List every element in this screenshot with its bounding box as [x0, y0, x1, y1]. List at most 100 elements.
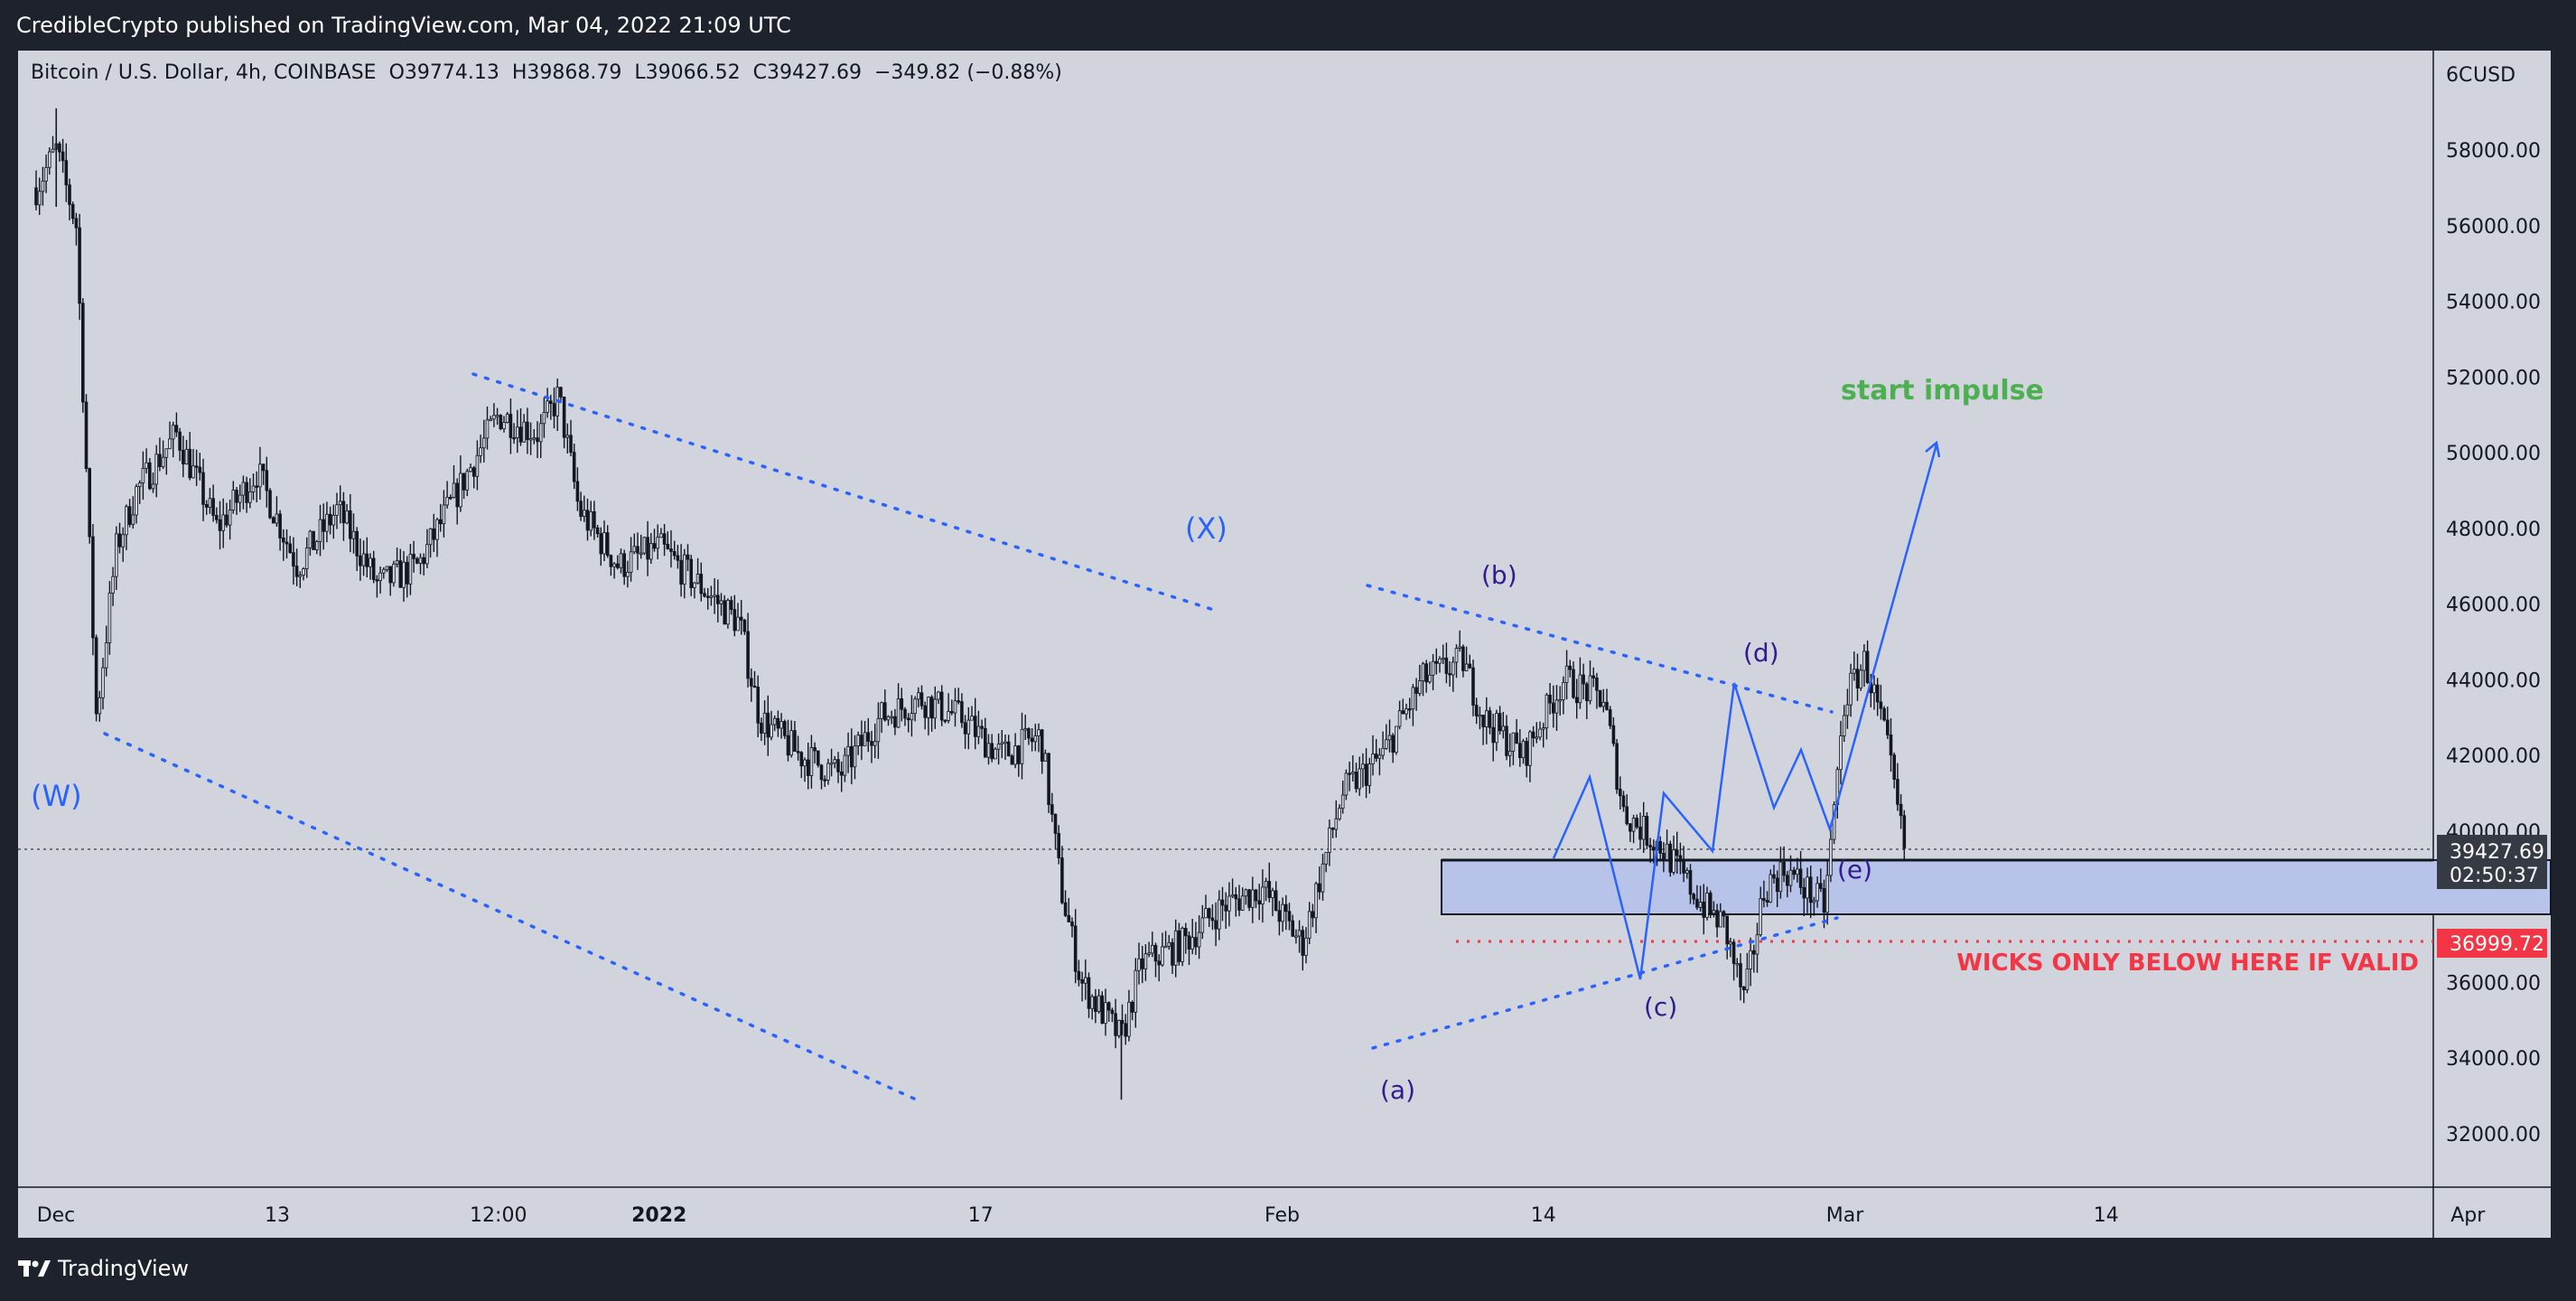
- currency-label[interactable]: USD: [2473, 64, 2515, 87]
- candle-body: [1595, 677, 1599, 691]
- candle-body: [1688, 870, 1693, 895]
- candle-body: [943, 719, 947, 722]
- candle-body: [986, 743, 991, 758]
- candle-body: [1682, 861, 1685, 874]
- candle-body: [683, 554, 686, 585]
- price-axis-panel[interactable]: [2433, 51, 2551, 1238]
- candle-body: [900, 697, 904, 710]
- candle-body: [1719, 911, 1722, 928]
- candle-body: [1200, 917, 1205, 933]
- candle-body: [1067, 914, 1071, 922]
- candle-body: [1124, 1023, 1128, 1037]
- candle-body: [125, 506, 128, 536]
- candle-body: [51, 148, 55, 153]
- candle-body: [1672, 849, 1675, 873]
- price-tick-label: 34000.00: [2446, 1048, 2541, 1071]
- candle-body: [1348, 772, 1351, 775]
- candle-body: [756, 687, 760, 724]
- candle-body: [1324, 852, 1329, 865]
- candle-body: [1885, 719, 1890, 735]
- candle-body: [465, 471, 470, 491]
- candle-body: [365, 553, 369, 567]
- candle-body: [1424, 663, 1429, 683]
- candle-body: [1444, 657, 1449, 674]
- price-tick-label: 46000.00: [2446, 594, 2541, 617]
- candle-body: [1538, 728, 1542, 738]
- candle-body: [1725, 915, 1730, 945]
- candle-body: [292, 552, 295, 567]
- wave-label-a: (a): [1380, 1075, 1415, 1105]
- candle-body: [966, 719, 971, 735]
- candle-body: [1755, 934, 1759, 955]
- candle-body: [1318, 883, 1321, 893]
- candle-body: [64, 160, 69, 186]
- time-tick-label: 12:00: [470, 1204, 527, 1227]
- candle-body: [850, 745, 854, 768]
- price-tick-label: 56000.00: [2446, 216, 2541, 239]
- support-zone: [1441, 859, 2552, 915]
- candle-body: [137, 482, 142, 488]
- candle-body: [1311, 911, 1315, 919]
- candle-body: [1218, 899, 1221, 930]
- candle-body: [1237, 898, 1241, 911]
- candle-body: [405, 561, 409, 585]
- candle-body: [1010, 755, 1014, 765]
- candle-body: [1328, 828, 1331, 853]
- candle-body: [1708, 893, 1713, 914]
- candle-body: [1815, 883, 1819, 902]
- candle-body: [1137, 958, 1141, 971]
- candle-body: [1094, 996, 1097, 1012]
- candle-body: [1729, 941, 1732, 945]
- candle-body: [1692, 894, 1696, 900]
- candle-body: [538, 423, 543, 443]
- tradingview-logo[interactable]: TradingView: [18, 1256, 189, 1281]
- candle-body: [1247, 889, 1251, 908]
- time-tick-label: 2022: [631, 1204, 686, 1227]
- candle-body: [752, 685, 757, 688]
- candle-body: [1434, 660, 1439, 664]
- price-axis-ticks: 32000.0034000.0036000.0038000.0040000.00…: [2446, 140, 2541, 1147]
- candle-body: [452, 482, 456, 498]
- candle-body: [1588, 675, 1592, 702]
- candle-body: [622, 553, 626, 577]
- candle-body: [1812, 900, 1816, 903]
- candle-body: [1367, 763, 1372, 786]
- candle-body: [1778, 861, 1783, 893]
- candle-body: [766, 712, 770, 738]
- candle-body: [1712, 910, 1716, 914]
- candle-body: [241, 482, 246, 496]
- candle-body: [1638, 826, 1642, 840]
- candle-body: [1157, 960, 1162, 966]
- invalidation-price-value: 36999.72: [2450, 933, 2544, 956]
- candle-body: [281, 538, 285, 543]
- candle-body: [1678, 855, 1683, 862]
- candle-body: [1849, 672, 1853, 706]
- candle-body: [1635, 818, 1639, 828]
- symbol-name[interactable]: Bitcoin / U.S. Dollar, 4h, COINBASE: [31, 61, 377, 84]
- candle-body: [1739, 963, 1742, 987]
- candle-body: [1564, 665, 1569, 683]
- price-tick-label: 50000.00: [2446, 443, 2541, 465]
- candle-body: [1087, 977, 1091, 1009]
- candle-body: [632, 546, 637, 553]
- candle-body: [770, 724, 773, 738]
- candle-body: [1027, 728, 1031, 739]
- candle-body: [1625, 806, 1629, 825]
- candle-body: [546, 400, 549, 413]
- candle-body: [1578, 674, 1582, 704]
- candle-body: [1401, 710, 1405, 715]
- candle-body: [1621, 795, 1626, 808]
- candle-body: [1641, 816, 1646, 840]
- candle-body: [1374, 753, 1378, 759]
- candle-body: [1668, 843, 1673, 873]
- candle-body: [1063, 902, 1068, 916]
- triangle-lower-trendline: [1371, 916, 1839, 1050]
- candle-body: [646, 537, 649, 560]
- candle-body: [1251, 889, 1255, 908]
- candle-body: [1605, 701, 1609, 710]
- candle-body: [104, 642, 108, 669]
- candle-body: [927, 697, 930, 718]
- candle-body: [1405, 708, 1408, 715]
- candle-body: [154, 454, 159, 485]
